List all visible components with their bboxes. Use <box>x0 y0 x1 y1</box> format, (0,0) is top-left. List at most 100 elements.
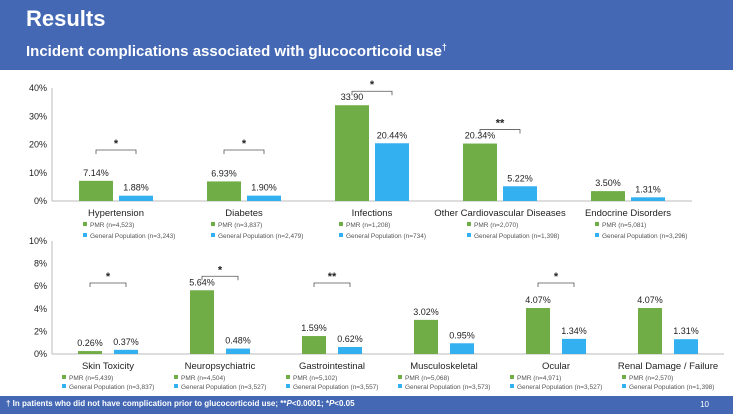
data-label-general-population: 0.48% <box>225 336 251 346</box>
bar-general-population <box>114 349 138 354</box>
bar-general-population <box>119 195 153 201</box>
significance-marker: ** <box>328 271 337 283</box>
legend-label-pmr: PMR (n=5,068) <box>405 375 449 382</box>
data-label-pmr: 4.07% <box>637 295 663 305</box>
legend-label-pmr: PMR (n=2,070) <box>474 222 518 229</box>
slide-header: Results Incident complications associate… <box>0 0 733 70</box>
data-label-general-population: 0.37% <box>113 337 139 347</box>
legend-label-pmr: PMR (n=5,439) <box>69 375 113 382</box>
legend-label-general-population: General Population (n=3,243) <box>90 233 175 240</box>
legend-swatch-general-population <box>467 233 471 237</box>
legend-label-general-population: General Population (n=1,398) <box>629 384 714 391</box>
bar-pmr <box>638 308 662 354</box>
data-label-general-population: 1.31% <box>673 326 699 336</box>
data-label-pmr: 7.14% <box>83 168 109 178</box>
legend-label-general-population: General Population (n=734) <box>346 233 426 240</box>
data-label-general-population: 20.44% <box>377 130 408 140</box>
legend-swatch-pmr <box>510 375 514 379</box>
significance-marker: * <box>554 271 559 283</box>
footnote: † In patients who did not have complicat… <box>6 399 355 408</box>
bar-pmr <box>335 105 369 201</box>
significance-marker: * <box>218 264 223 276</box>
bar-general-population <box>226 348 250 354</box>
bar-pmr <box>591 191 625 201</box>
legend-swatch-pmr <box>286 375 290 379</box>
y-tick-label: 8% <box>34 259 47 269</box>
category-label: Infections <box>352 208 393 219</box>
bar-general-population <box>450 343 474 354</box>
legend-swatch-pmr <box>622 375 626 379</box>
category-label: Other Cardiovascular Diseases <box>434 208 566 219</box>
bar-pmr <box>78 351 102 354</box>
legend-label-general-population: General Population (n=3,527) <box>181 384 266 391</box>
bar-general-population <box>631 197 665 201</box>
data-label-general-population: 1.88% <box>123 183 149 193</box>
significance-bracket <box>313 282 351 287</box>
page-number: 10 <box>700 400 709 409</box>
data-label-pmr: 20.34% <box>465 131 496 141</box>
data-label-pmr: 5.64% <box>189 277 215 287</box>
y-tick-label: 6% <box>34 281 47 291</box>
legend-swatch-general-population <box>510 384 514 388</box>
legend-label-general-population: General Population (n=1,398) <box>474 233 559 240</box>
bar-pmr <box>526 308 550 354</box>
bar-general-population <box>338 346 362 354</box>
data-label-general-population: 1.31% <box>635 184 661 194</box>
legend-swatch-general-population <box>286 384 290 388</box>
legend-label-pmr: PMR (n=5,081) <box>602 222 646 229</box>
y-tick-label: 4% <box>34 304 47 314</box>
legend-label-pmr: PMR (n=4,971) <box>517 375 561 382</box>
legend-label-general-population: General Population (n=3,296) <box>602 233 687 240</box>
category-label: Hypertension <box>88 208 144 219</box>
significance-bracket <box>89 282 127 287</box>
bar-general-population <box>503 186 537 201</box>
footnote-p1: P <box>286 399 292 408</box>
legend-label-pmr: PMR (n=1,208) <box>346 222 390 229</box>
charts-canvas: 0% 10% 20% 30% 40% 7.14% 1.88% Hypertension PMR … <box>29 79 724 391</box>
legend-swatch-pmr <box>398 375 402 379</box>
data-label-general-population: 1.34% <box>561 326 587 336</box>
footnote-prefix: † In patients who did not have complicat… <box>6 399 287 408</box>
legend-label-general-population: General Population (n=3,527) <box>517 384 602 391</box>
slide-footer: † In patients who did not have complicat… <box>0 396 733 414</box>
subtitle-text: Incident complications associated with g… <box>26 43 442 60</box>
bar-general-population <box>674 339 698 354</box>
data-label-pmr: 3.02% <box>413 307 439 317</box>
legend-label-general-population: General Population (n=3,837) <box>69 384 154 391</box>
data-label-pmr: 0.26% <box>77 338 103 348</box>
legend-swatch-pmr <box>339 222 343 226</box>
data-label-general-population: 0.62% <box>337 334 363 344</box>
significance-marker: * <box>370 79 375 91</box>
significance-bracket <box>223 149 265 154</box>
category-label: Renal Damage / Failure <box>618 361 718 372</box>
data-label-general-population: 5.22% <box>507 173 533 183</box>
legend-swatch-general-population <box>398 384 402 388</box>
significance-bracket <box>95 149 137 154</box>
legend-swatch-pmr <box>62 375 66 379</box>
legend-swatch-general-population <box>622 384 626 388</box>
bar-pmr <box>463 143 497 201</box>
legend-label-general-population: General Population (n=2,479) <box>218 233 303 240</box>
legend-label-pmr: PMR (n=4,504) <box>181 375 225 382</box>
data-label-general-population: 1.90% <box>251 183 277 193</box>
bar-pmr <box>414 319 438 354</box>
legend-swatch-general-population <box>83 233 87 237</box>
significance-bracket <box>479 129 521 134</box>
y-tick-label: 2% <box>34 326 47 336</box>
legend-swatch-general-population <box>62 384 66 388</box>
data-label-pmr: 1.59% <box>301 323 327 333</box>
legend-label-pmr: PMR (n=3,837) <box>218 222 262 229</box>
slide-subtitle: Incident complications associated with g… <box>26 42 447 60</box>
legend-swatch-pmr <box>467 222 471 226</box>
significance-bracket <box>537 282 575 287</box>
legend-label-general-population: General Population (n=3,573) <box>405 384 490 391</box>
significance-marker: ** <box>496 118 505 130</box>
slide-title: Results <box>26 6 106 31</box>
significance-marker: * <box>106 271 111 283</box>
significance-marker: * <box>242 138 247 150</box>
significance-bracket <box>351 90 393 96</box>
data-label-pmr: 6.93% <box>211 168 237 178</box>
significance-bracket <box>201 275 239 281</box>
data-label-general-population: 0.95% <box>449 330 475 340</box>
footnote-end: <0.05 <box>334 399 355 408</box>
